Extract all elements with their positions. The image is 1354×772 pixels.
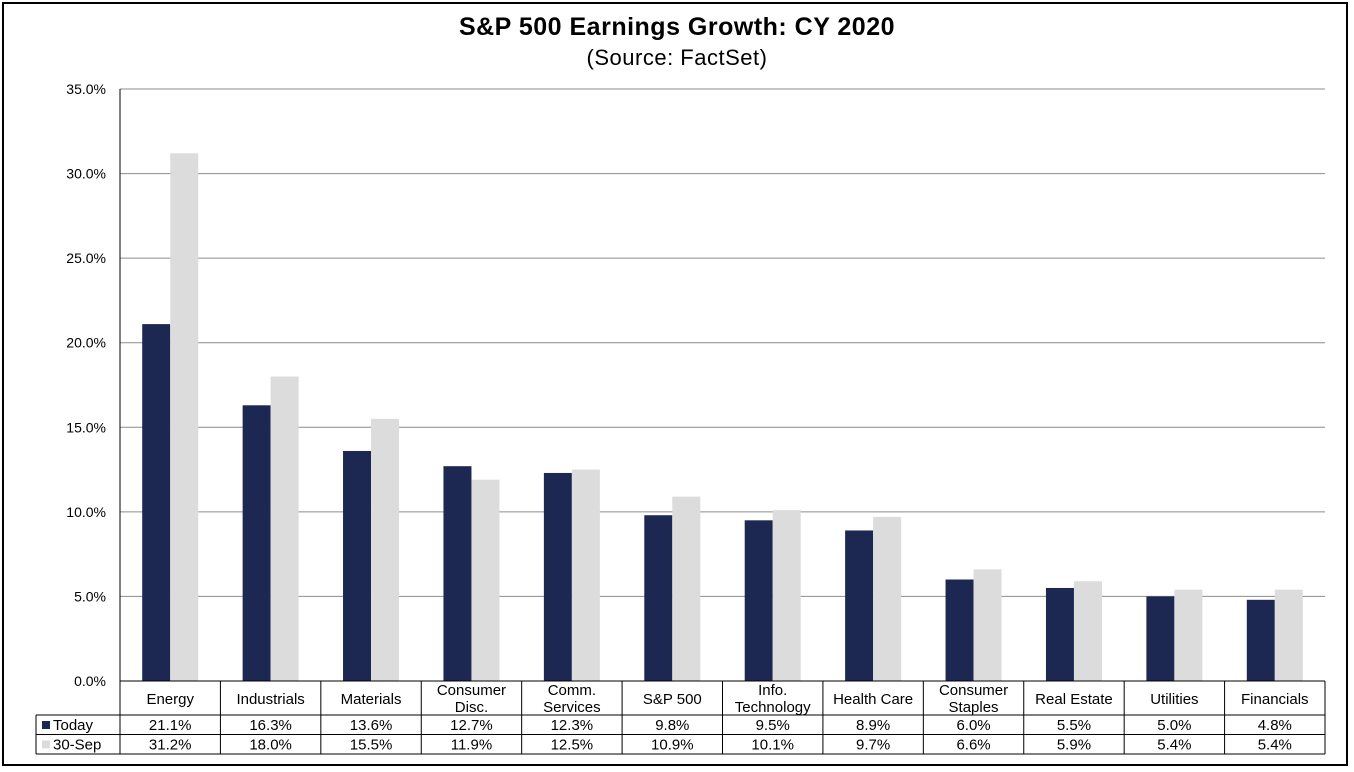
y-tick-label: 35.0% <box>66 81 106 97</box>
category-label: Services <box>543 699 601 716</box>
bar-30-sep <box>672 496 701 681</box>
bar-today <box>343 450 372 681</box>
category-label: S&P 500 <box>643 691 702 708</box>
data-label: 8.9% <box>856 717 890 734</box>
bar-30-sep <box>170 153 199 681</box>
category-label: Industrials <box>236 691 304 708</box>
data-label: 18.0% <box>249 737 292 754</box>
bar-today <box>543 472 572 681</box>
data-label: 31.2% <box>149 737 192 754</box>
bar-today <box>1045 587 1074 681</box>
data-label: 12.7% <box>450 717 493 734</box>
data-label: 13.6% <box>350 717 393 734</box>
data-label: 9.8% <box>655 717 689 734</box>
data-label: 16.3% <box>249 717 292 734</box>
bar-today <box>142 324 171 681</box>
bar-today <box>945 579 974 681</box>
data-label: 10.9% <box>651 737 694 754</box>
y-tick-label: 15.0% <box>66 419 106 435</box>
y-tick-label: 5.0% <box>74 588 106 604</box>
category-label: Staples <box>949 699 999 716</box>
y-tick-label: 10.0% <box>66 504 106 520</box>
data-label: 5.9% <box>1057 737 1091 754</box>
data-label: 6.6% <box>956 737 990 754</box>
data-label: 12.3% <box>551 717 594 734</box>
bar-30-sep <box>571 469 600 681</box>
bar-today <box>744 520 773 681</box>
bar-30-sep <box>371 418 400 681</box>
category-label: Utilities <box>1150 691 1198 708</box>
data-label: 9.7% <box>856 737 890 754</box>
category-label: Financials <box>1241 691 1309 708</box>
category-label: Energy <box>146 691 194 708</box>
bar-today <box>845 530 874 681</box>
category-label: Disc. <box>455 699 488 716</box>
legend-key <box>42 721 50 729</box>
bar-today <box>1146 596 1175 681</box>
bar-today <box>1246 599 1275 681</box>
category-label: Comm. <box>548 682 596 699</box>
legend-label: Today <box>53 717 94 734</box>
category-label: Info. <box>758 682 787 699</box>
y-tick-label: 25.0% <box>66 250 106 266</box>
data-label: 4.8% <box>1258 717 1292 734</box>
data-label: 5.0% <box>1157 717 1191 734</box>
data-label: 15.5% <box>350 737 393 754</box>
y-tick-label: 0.0% <box>74 673 106 689</box>
category-label: Materials <box>341 691 402 708</box>
bar-30-sep <box>973 569 1002 681</box>
category-label: Consumer <box>939 682 1008 699</box>
bar-30-sep <box>471 479 500 681</box>
bar-30-sep <box>1174 589 1203 681</box>
data-label: 10.1% <box>751 737 794 754</box>
bar-today <box>242 405 271 681</box>
legend-label: 30-Sep <box>53 737 101 754</box>
data-label: 5.4% <box>1157 737 1191 754</box>
category-label: Consumer <box>437 682 506 699</box>
bar-today <box>644 515 673 681</box>
data-label: 5.4% <box>1258 737 1292 754</box>
data-label: 11.9% <box>451 737 492 754</box>
bar-30-sep <box>772 510 801 681</box>
bar-30-sep <box>1274 589 1303 681</box>
data-label: 5.5% <box>1057 717 1091 734</box>
category-label: Technology <box>735 699 811 716</box>
bar-today <box>443 466 472 681</box>
data-label: 12.5% <box>551 737 594 754</box>
y-tick-label: 30.0% <box>66 166 106 182</box>
data-label: 9.5% <box>756 717 790 734</box>
legend-key <box>42 740 50 749</box>
y-tick-label: 20.0% <box>66 335 106 351</box>
category-label: Health Care <box>833 691 913 708</box>
bar-30-sep <box>270 376 299 681</box>
chart-title: S&P 500 Earnings Growth: CY 2020 <box>458 13 896 41</box>
bar-30-sep <box>1073 581 1102 681</box>
chart-subtitle: (Source: FactSet) <box>586 45 768 70</box>
bar-30-sep <box>873 516 902 681</box>
category-label: Real Estate <box>1035 691 1113 708</box>
data-label: 21.1% <box>149 717 192 734</box>
data-label: 6.0% <box>956 717 990 734</box>
